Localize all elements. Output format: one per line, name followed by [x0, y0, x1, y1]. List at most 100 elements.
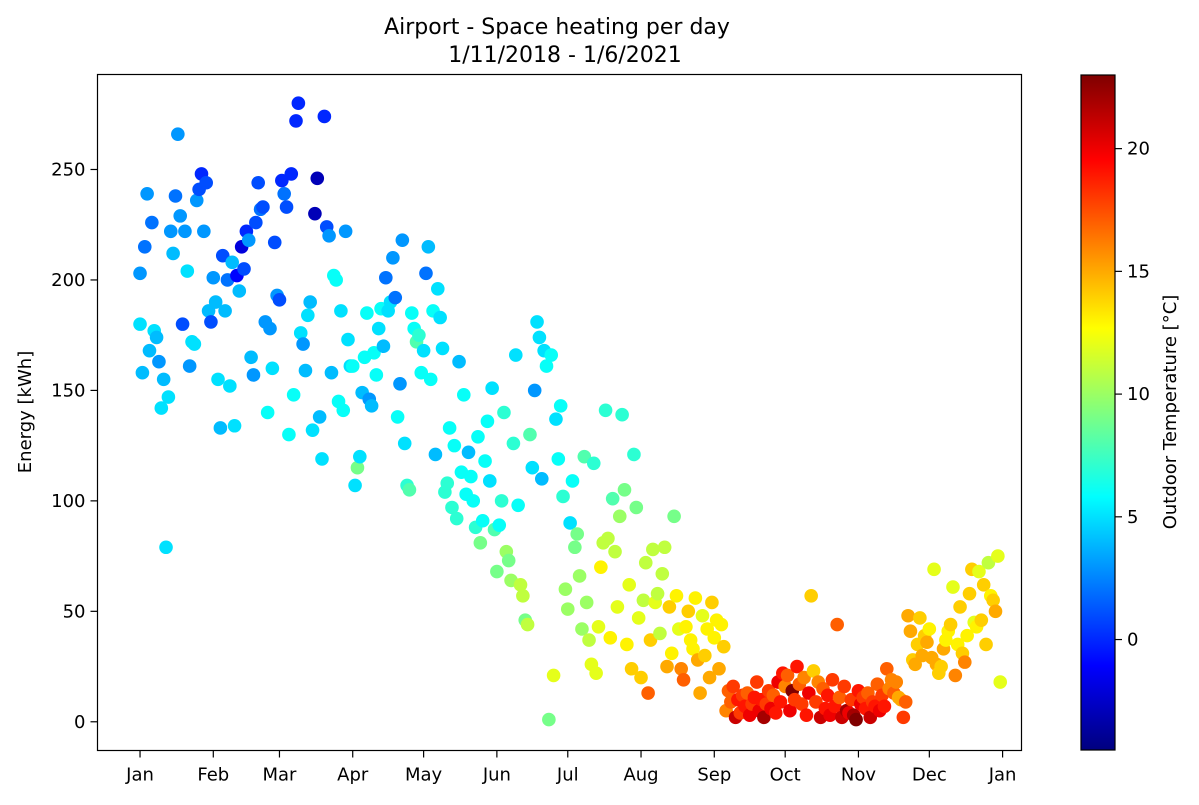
x-tick-label: Mar — [262, 765, 297, 786]
data-point — [223, 379, 237, 393]
data-point — [501, 553, 516, 568]
data-point — [686, 642, 700, 656]
data-point — [601, 531, 615, 546]
x-axis: Jan Feb Mar Apr May Jun Jul Aug Sep Oct Nov Dec Jan — [125, 750, 1016, 786]
y-tick-label: 200 — [51, 270, 85, 291]
y-tick-label: 50 — [63, 601, 86, 622]
data-point — [301, 308, 315, 323]
data-point — [416, 343, 431, 358]
data-point — [511, 498, 525, 513]
data-point — [197, 224, 211, 239]
x-tick-label: Jul — [556, 765, 579, 786]
data-point — [388, 290, 403, 305]
data-point — [152, 354, 166, 369]
data-point — [991, 549, 1005, 563]
colorbar-tick-label: 0 — [1127, 630, 1138, 651]
scatter-points — [133, 96, 1008, 727]
data-point — [412, 328, 426, 342]
data-point — [714, 617, 729, 632]
data-point — [435, 341, 450, 356]
data-point — [957, 655, 972, 669]
data-point — [490, 564, 504, 579]
data-point — [329, 273, 343, 287]
data-point — [667, 509, 681, 524]
data-point — [480, 414, 495, 429]
data-point — [423, 372, 438, 387]
y-axis-label: Energy [kWh] — [15, 351, 36, 473]
data-point — [516, 589, 530, 603]
data-point — [279, 200, 294, 214]
data-point — [402, 483, 417, 497]
data-point — [478, 454, 492, 468]
data-point — [901, 608, 915, 623]
data-point — [452, 354, 466, 369]
data-point — [296, 337, 310, 351]
colorbar-ticks: 0 5 10 15 20 — [1115, 139, 1150, 651]
data-point — [272, 293, 287, 307]
data-point — [830, 617, 844, 632]
x-tick-label: Oct — [770, 765, 801, 786]
data-point — [315, 452, 329, 466]
data-point — [804, 589, 818, 603]
data-point — [653, 626, 667, 641]
data-point — [442, 421, 457, 435]
data-point — [341, 332, 355, 347]
x-tick-label: Dec — [912, 765, 947, 786]
data-point — [447, 438, 462, 453]
data-point — [367, 346, 381, 360]
data-point — [379, 270, 393, 285]
data-point — [390, 410, 405, 424]
data-point — [471, 430, 485, 444]
data-point — [168, 189, 183, 203]
colorbar-tick-label: 15 — [1127, 261, 1150, 282]
x-tick-label: Sep — [697, 765, 731, 786]
x-tick-label: Aug — [623, 765, 658, 786]
data-point — [676, 673, 691, 687]
data-point — [530, 315, 544, 329]
data-point — [260, 405, 275, 420]
data-point — [809, 695, 823, 709]
data-point — [591, 619, 606, 634]
data-point — [946, 580, 960, 594]
data-point — [135, 365, 150, 380]
data-point — [428, 447, 443, 462]
data-point — [594, 560, 608, 574]
data-point — [523, 427, 537, 442]
data-point — [312, 410, 327, 424]
data-point — [820, 688, 835, 703]
data-point — [353, 449, 367, 464]
data-point — [534, 471, 549, 486]
x-tick-label: Apr — [337, 765, 369, 786]
data-point — [393, 376, 407, 391]
data-point — [178, 224, 192, 239]
data-point — [794, 697, 809, 711]
data-point — [348, 478, 362, 493]
data-point — [655, 566, 670, 581]
data-point — [159, 540, 173, 555]
data-point — [338, 224, 353, 239]
data-point — [208, 295, 223, 309]
data-point — [688, 591, 703, 605]
x-tick-label: Jan — [125, 765, 154, 786]
data-point — [556, 489, 570, 504]
data-point — [863, 710, 878, 725]
data-point — [546, 668, 561, 683]
data-point — [308, 206, 322, 221]
data-point — [256, 200, 270, 214]
data-point — [577, 449, 592, 464]
y-axis: 0 50 100 150 200 250 — [51, 159, 98, 733]
data-point — [702, 670, 717, 685]
data-point — [636, 593, 651, 608]
data-point — [525, 460, 540, 475]
data-point — [913, 611, 927, 625]
data-point — [282, 427, 296, 442]
data-point — [627, 447, 641, 462]
data-point — [227, 418, 242, 433]
data-point — [563, 516, 577, 530]
data-point — [981, 555, 996, 570]
data-point — [513, 578, 528, 592]
data-point — [943, 617, 958, 632]
data-point — [920, 635, 934, 650]
data-point — [579, 595, 594, 610]
